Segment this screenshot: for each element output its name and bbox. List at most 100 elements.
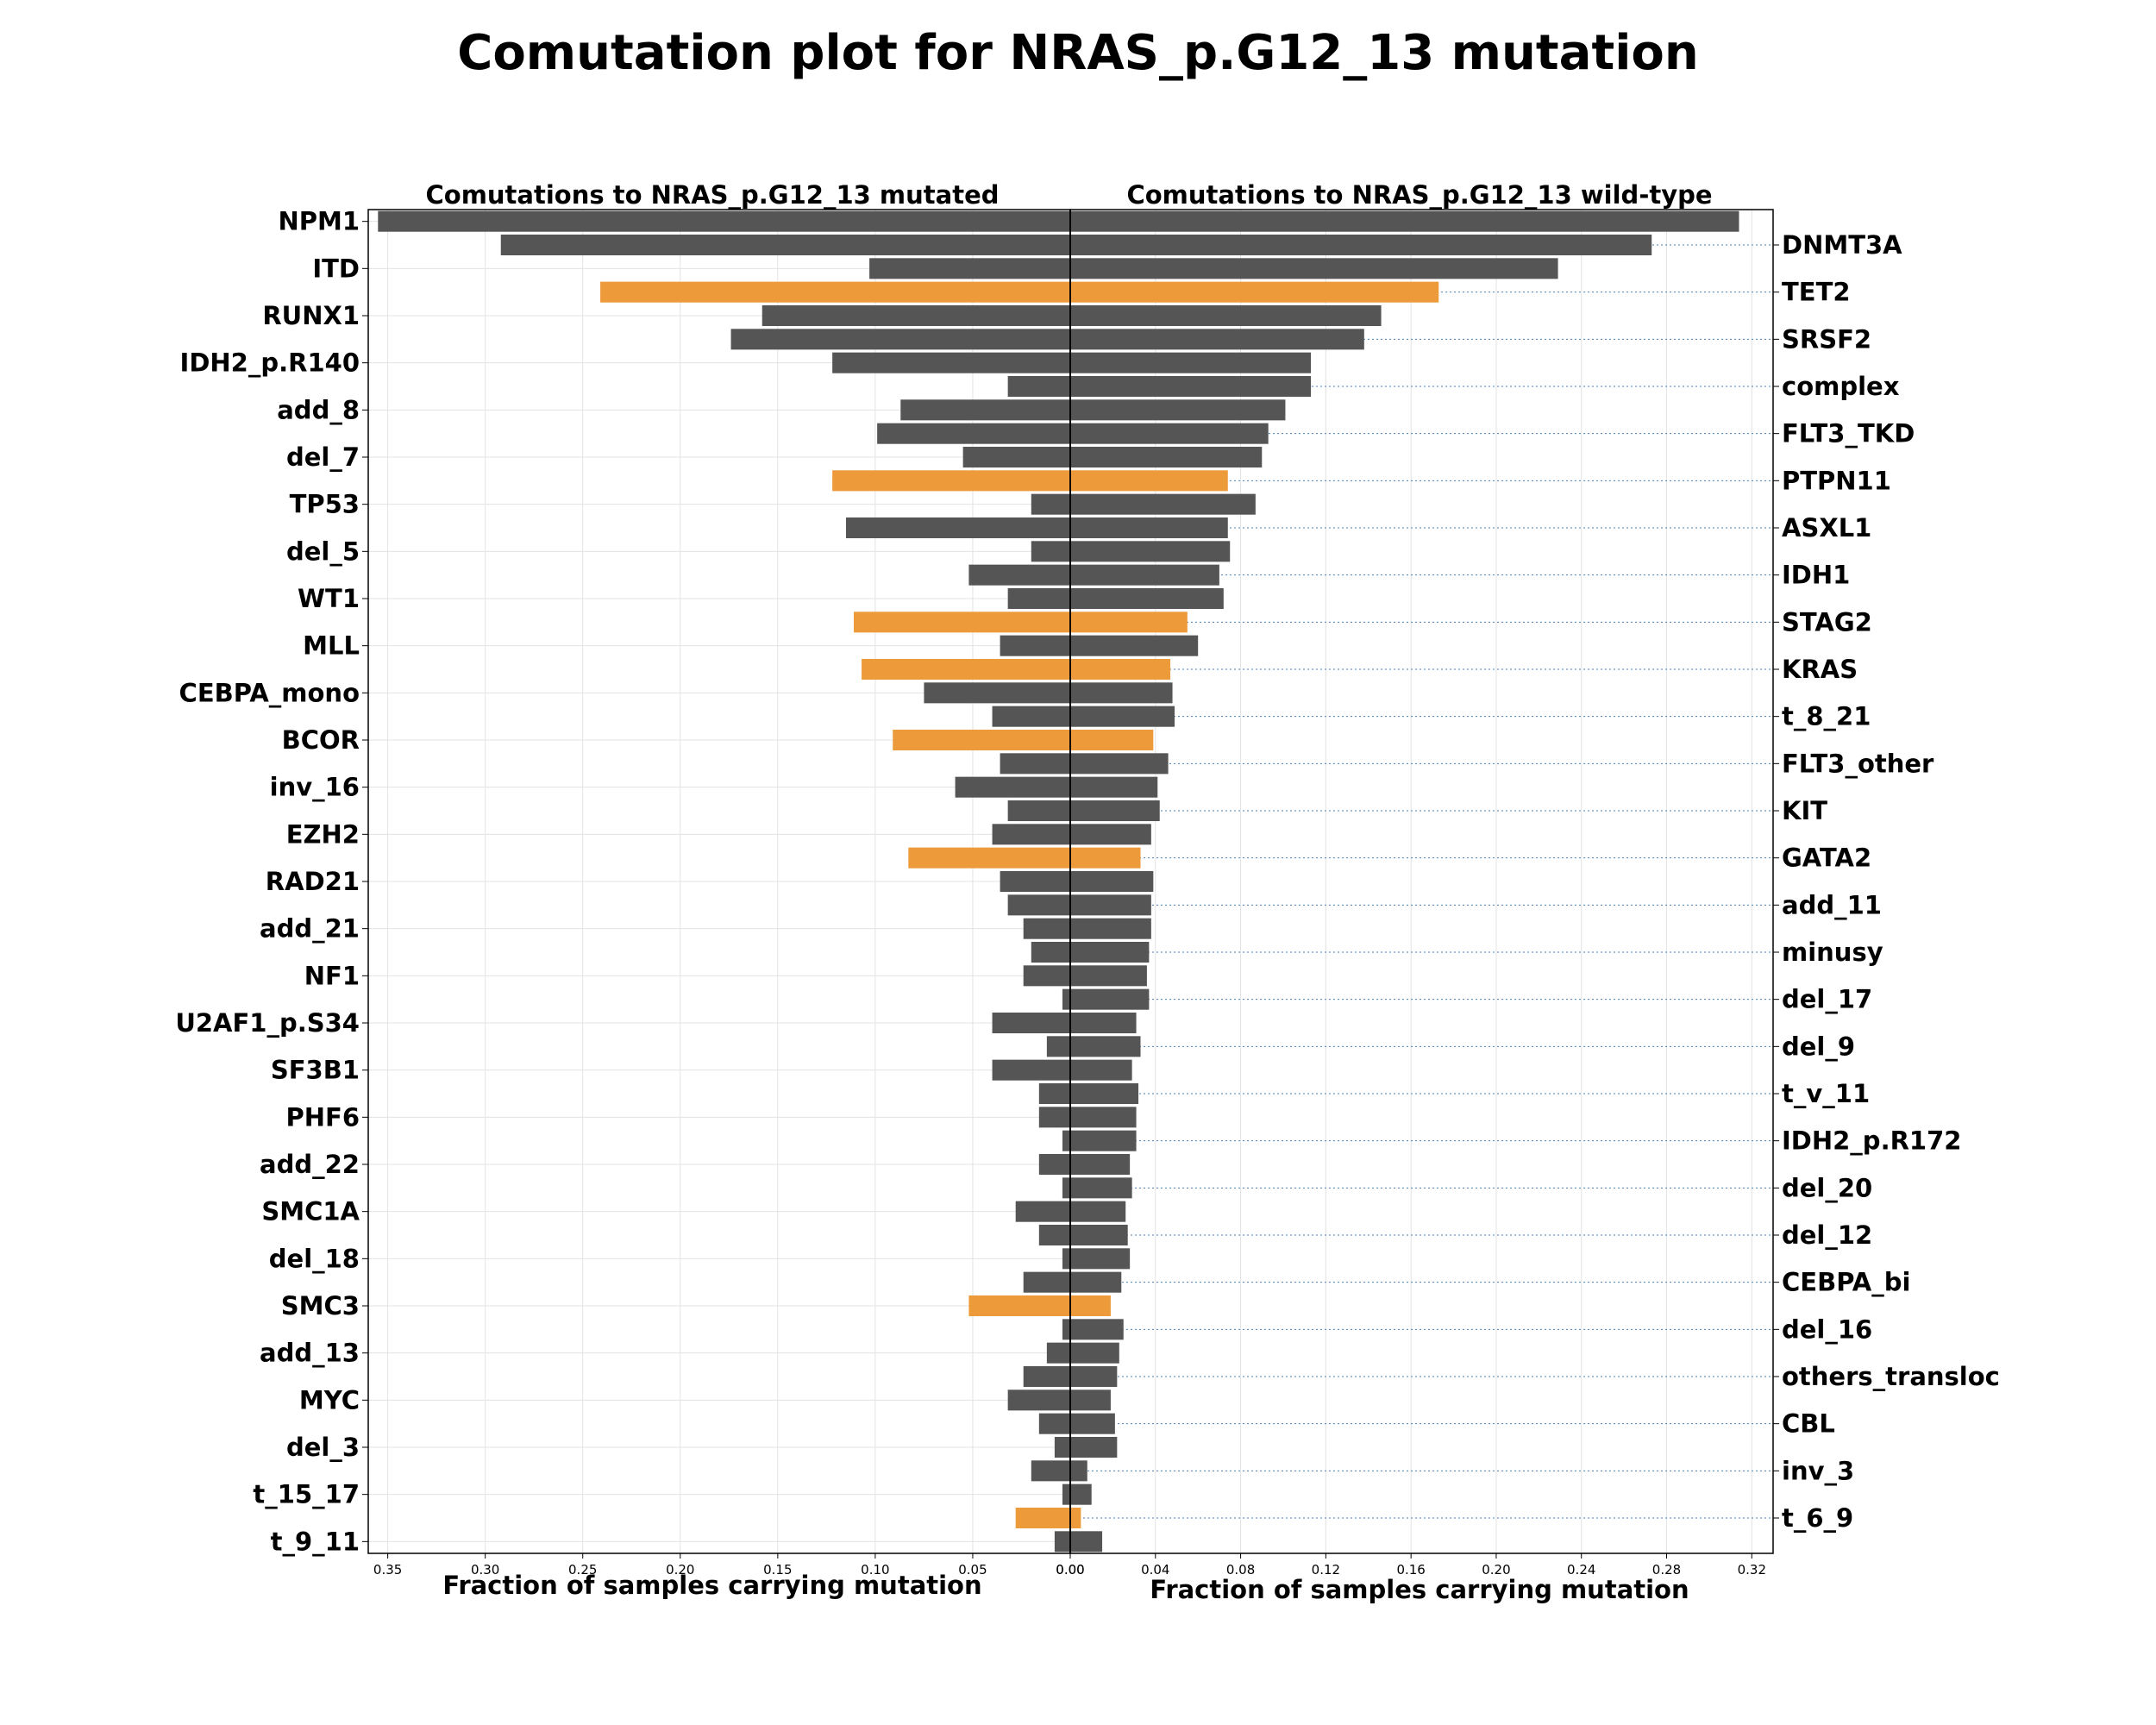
mutated-bar <box>968 1295 1070 1317</box>
right-category-label: STAG2 <box>1782 607 1872 637</box>
wildtype-bar <box>1070 1224 1128 1246</box>
mutated-bar <box>1007 1389 1070 1411</box>
left-category-label: NPM1 <box>278 207 360 236</box>
wildtype-bar <box>1070 1319 1124 1340</box>
left-x-axis-label: Fraction of samples carrying mutation <box>442 1571 981 1600</box>
right-category-label: KRAS <box>1782 655 1858 684</box>
wildtype-bar <box>1070 1012 1137 1034</box>
wildtype-bar <box>1070 706 1175 727</box>
mutated-bar <box>1007 375 1070 398</box>
wildtype-bar <box>1070 682 1173 704</box>
right-category-label: FLT3_TKD <box>1782 419 1915 448</box>
wildtype-bar <box>1070 1365 1118 1388</box>
left-x-tick-label: 0.05 <box>958 1562 987 1578</box>
wildtype-bar <box>1070 1271 1122 1293</box>
right-category-label: del_20 <box>1782 1173 1872 1202</box>
wildtype-bar <box>1070 988 1150 1010</box>
left-panel-title: Comutations to NRAS_p.G12_13 mutated <box>425 180 999 210</box>
mutated-bar <box>1031 541 1070 562</box>
left-category-label: t_9_11 <box>271 1527 360 1556</box>
bars <box>378 210 1739 1552</box>
left-category-label: CEBPA_mono <box>179 678 360 707</box>
mutated-bar <box>600 281 1070 303</box>
mutated-bar <box>992 706 1070 727</box>
left-category-label: SF3B1 <box>271 1056 360 1085</box>
mutated-bar <box>1031 493 1070 515</box>
wildtype-bar <box>1070 824 1151 845</box>
left-x-tick-label: 0.35 <box>373 1562 402 1578</box>
mutated-bar <box>1015 1201 1070 1222</box>
mutated-bar <box>1046 1342 1070 1364</box>
left-category-label: inv_16 <box>270 773 360 802</box>
mutated-bar <box>1015 1507 1070 1529</box>
wildtype-bar <box>1070 423 1269 444</box>
mutated-bar <box>1007 587 1070 610</box>
wildtype-bar <box>1070 1177 1132 1199</box>
mutated-bar <box>1007 800 1070 822</box>
wildtype-bar <box>1070 1531 1103 1552</box>
right-category-label: PTPN11 <box>1782 466 1891 495</box>
mutated-bar <box>992 1012 1070 1034</box>
right-category-label: FLT3_other <box>1782 749 1934 778</box>
wildtype-bar <box>1070 870 1154 893</box>
wildtype-bar <box>1070 965 1147 987</box>
mutated-bar <box>832 352 1070 373</box>
mutated-bar <box>1000 870 1070 893</box>
right-x-tick-label: 0.32 <box>1738 1562 1766 1578</box>
right-x-axis-label: Fraction of samples carrying mutation <box>1150 1575 1689 1604</box>
wildtype-bar <box>1070 234 1652 256</box>
wildtype-bar <box>1070 375 1312 398</box>
wildtype-bar <box>1070 587 1224 610</box>
wildtype-bar <box>1070 352 1312 373</box>
mutated-bar <box>900 399 1070 421</box>
right-x-tick-label: 0.28 <box>1652 1562 1681 1578</box>
right-category-label: t_6_9 <box>1782 1503 1853 1533</box>
right-category-label: GATA2 <box>1782 844 1871 873</box>
wildtype-bar <box>1070 612 1188 633</box>
wildtype-bar <box>1070 918 1151 939</box>
mutated-bar <box>1038 1153 1070 1176</box>
right-category-label: IDH1 <box>1782 561 1850 590</box>
left-category-label: del_5 <box>286 536 360 566</box>
right-panel-title: Comutations to NRAS_p.G12_13 wild-type <box>1126 180 1712 210</box>
wildtype-bar <box>1070 1484 1092 1505</box>
left-category-label: SMC1A <box>261 1197 360 1226</box>
left-category-label: t_15_17 <box>253 1480 360 1509</box>
wildtype-bar <box>1070 1153 1131 1176</box>
left-category-label: TP53 <box>290 490 360 519</box>
mutated-bar <box>1038 1082 1070 1105</box>
wildtype-bar <box>1070 470 1228 492</box>
right-category-label: t_8_21 <box>1782 702 1871 731</box>
left-category-label: del_18 <box>269 1244 360 1273</box>
left-category-label: RAD21 <box>266 867 360 896</box>
right-category-label: ASXL1 <box>1782 513 1871 543</box>
right-category-label: CEBPA_bi <box>1782 1268 1910 1297</box>
wildtype-bar <box>1070 1059 1132 1081</box>
left-category-label: NF1 <box>304 961 360 990</box>
mutated-bar <box>1000 753 1070 775</box>
left-category-label: BCOR <box>282 725 360 755</box>
left-category-label: PHF6 <box>285 1102 360 1132</box>
left-x-tick-label: 0.15 <box>763 1562 792 1578</box>
left-category-label: WT1 <box>298 584 360 613</box>
wildtype-bar <box>1070 564 1219 586</box>
chart-title: Comutation plot for NRAS_p.G12_13 mutati… <box>457 25 1699 81</box>
wildtype-bar <box>1070 635 1199 656</box>
left-x-tick-label: 0.20 <box>666 1562 694 1578</box>
mutated-bar <box>992 824 1070 845</box>
wildtype-bar <box>1070 1201 1126 1222</box>
wildtype-bar <box>1070 517 1228 539</box>
mutated-bar <box>992 1059 1070 1081</box>
wildtype-bar <box>1070 1460 1087 1482</box>
mutated-bar <box>1038 1107 1070 1128</box>
mutated-bar <box>1062 1484 1070 1505</box>
wildtype-bar <box>1070 399 1286 421</box>
mutated-bar <box>924 682 1070 704</box>
right-category-label: DNMT3A <box>1782 230 1902 260</box>
mutated-bar <box>877 423 1070 444</box>
left-category-label: add_21 <box>260 914 360 944</box>
right-x-tick-label: 0.16 <box>1396 1562 1425 1578</box>
mutated-bar <box>730 329 1070 350</box>
mutated-bar <box>500 234 1070 256</box>
wildtype-bar <box>1070 1436 1118 1458</box>
